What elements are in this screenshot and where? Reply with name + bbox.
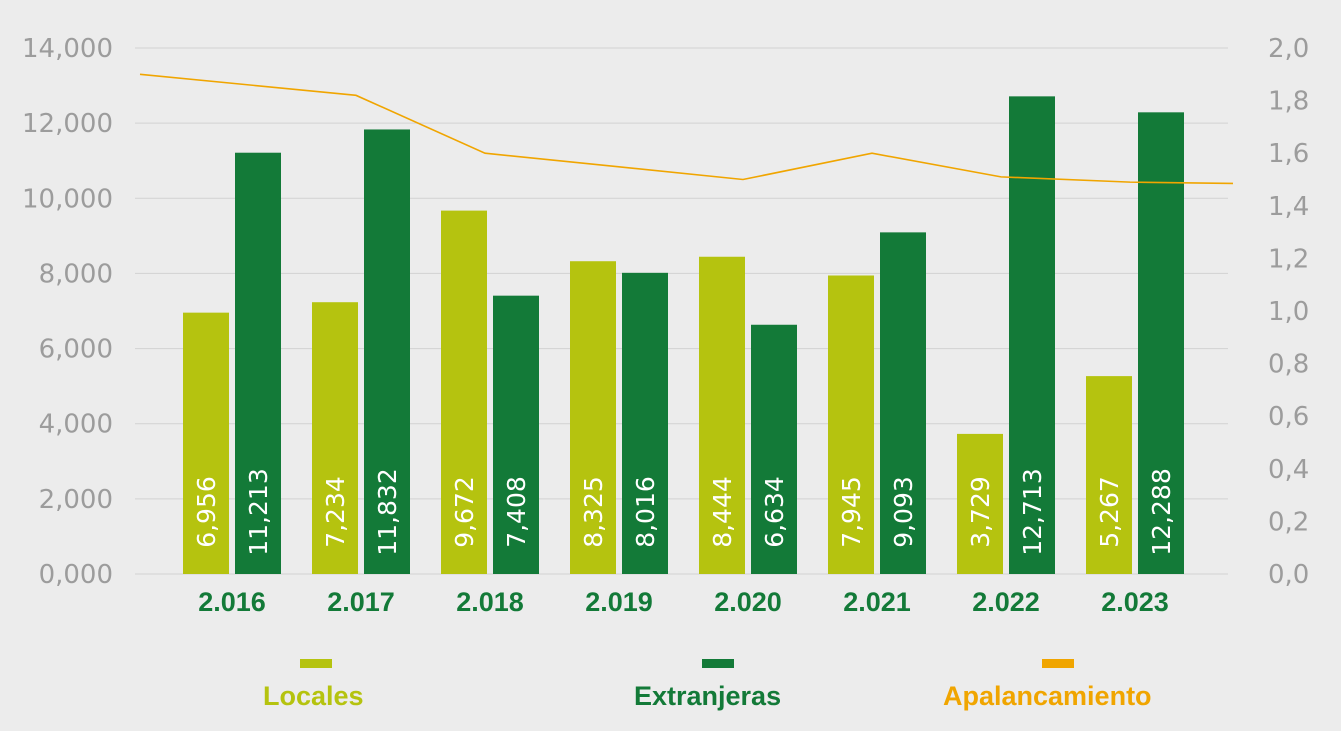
right-tick-label: 1,6 — [1268, 139, 1309, 169]
bar-locales — [699, 256, 745, 574]
legend-swatch — [300, 659, 332, 668]
bar-locales — [957, 433, 1003, 574]
category-label: 2.021 — [843, 587, 911, 617]
category-label: 2.022 — [972, 587, 1040, 617]
bar-value-label: 9,093 — [889, 476, 918, 548]
bar-extranjeras — [235, 152, 281, 574]
bar-value-label: 12,713 — [1018, 468, 1047, 555]
bar-value-label: 5,267 — [1095, 476, 1124, 548]
bar-locales — [183, 312, 229, 574]
x-axis-categories: 2.016 2.017 2.018 2.019 2.020 2.021 2.022 2.023 — [198, 587, 1169, 617]
right-tick-label: 0,2 — [1268, 507, 1309, 537]
left-tick-label: 4,000 — [39, 410, 113, 440]
left-tick-label: 6,000 — [39, 335, 113, 365]
category-label: 2.023 — [1101, 587, 1169, 617]
bar-value-label: 8,016 — [631, 476, 660, 548]
bar-value-label: 3,729 — [966, 476, 995, 548]
bar-extranjeras — [364, 129, 410, 574]
bar-value-label: 6,634 — [760, 476, 789, 548]
category-label: 2.017 — [327, 587, 395, 617]
bar-value-label: 11,832 — [373, 468, 402, 555]
bar-value-label: 8,444 — [708, 476, 737, 548]
right-tick-label: 0,6 — [1268, 402, 1309, 432]
bar-extranjeras — [1138, 112, 1184, 574]
legend-label: Apalancamiento — [943, 681, 1152, 711]
left-tick-label: 12,000 — [22, 109, 113, 139]
category-label: 2.019 — [585, 587, 653, 617]
grid-lines — [135, 47, 1228, 575]
right-y-axis: 0,0 0,2 0,4 0,6 0,8 1,0 1,2 1,4 1,6 1,8 2,0 — [1268, 34, 1309, 590]
bar-extranjeras — [622, 272, 668, 574]
bar-value-label: 6,956 — [192, 476, 221, 548]
right-tick-label: 2,0 — [1268, 34, 1309, 64]
left-tick-label: 8,000 — [39, 259, 113, 289]
line-apalancamiento — [139, 73, 1234, 185]
bar-locales — [441, 210, 487, 575]
bar-value-label: 7,945 — [837, 476, 866, 548]
legend: Locales Extranjeras Apalancamiento — [263, 659, 1152, 711]
right-tick-label: 0,4 — [1268, 455, 1309, 485]
right-tick-label: 1,4 — [1268, 192, 1309, 222]
left-tick-label: 14,000 — [22, 34, 113, 64]
line-series-apalancamiento — [139, 73, 1234, 185]
right-tick-label: 1,2 — [1268, 244, 1309, 274]
bar-value-label: 11,213 — [244, 468, 273, 555]
legend-swatch — [702, 659, 734, 668]
bar-value-label: 7,234 — [321, 476, 350, 548]
legend-label: Extranjeras — [634, 681, 781, 711]
bar-locales — [1086, 376, 1132, 574]
bar-locales — [312, 302, 358, 574]
bar-value-label: 12,288 — [1147, 468, 1176, 555]
bar-series: 6,956 11,213 7,234 11,832 9,672 7,408 8,325 8,0… — [183, 96, 1184, 575]
category-label: 2.020 — [714, 587, 782, 617]
left-tick-label: 0,000 — [39, 560, 113, 590]
legend-label: Locales — [263, 681, 364, 711]
left-tick-label: 2,000 — [39, 485, 113, 515]
bar-value-label: 7,408 — [502, 476, 531, 548]
right-tick-label: 1,0 — [1268, 297, 1309, 327]
bar-value-label: 8,325 — [579, 476, 608, 548]
left-y-axis: 0,000 2,000 4,000 6,000 8,000 10,000 12,000 14,… — [22, 34, 113, 590]
right-tick-label: 1,8 — [1268, 87, 1309, 117]
bar-locales — [570, 261, 616, 574]
bar-extranjeras — [1009, 96, 1055, 574]
bar-extranjeras — [880, 232, 926, 574]
left-tick-label: 10,000 — [22, 184, 113, 214]
legend-swatch — [1042, 659, 1074, 668]
right-tick-label: 0,0 — [1268, 560, 1309, 590]
category-label: 2.016 — [198, 587, 266, 617]
right-tick-label: 0,8 — [1268, 350, 1309, 380]
bar-locales — [828, 275, 874, 574]
bar-extranjeras — [493, 295, 539, 574]
bar-value-label: 9,672 — [450, 476, 479, 548]
category-label: 2.018 — [456, 587, 524, 617]
bar-extranjeras — [751, 324, 797, 574]
